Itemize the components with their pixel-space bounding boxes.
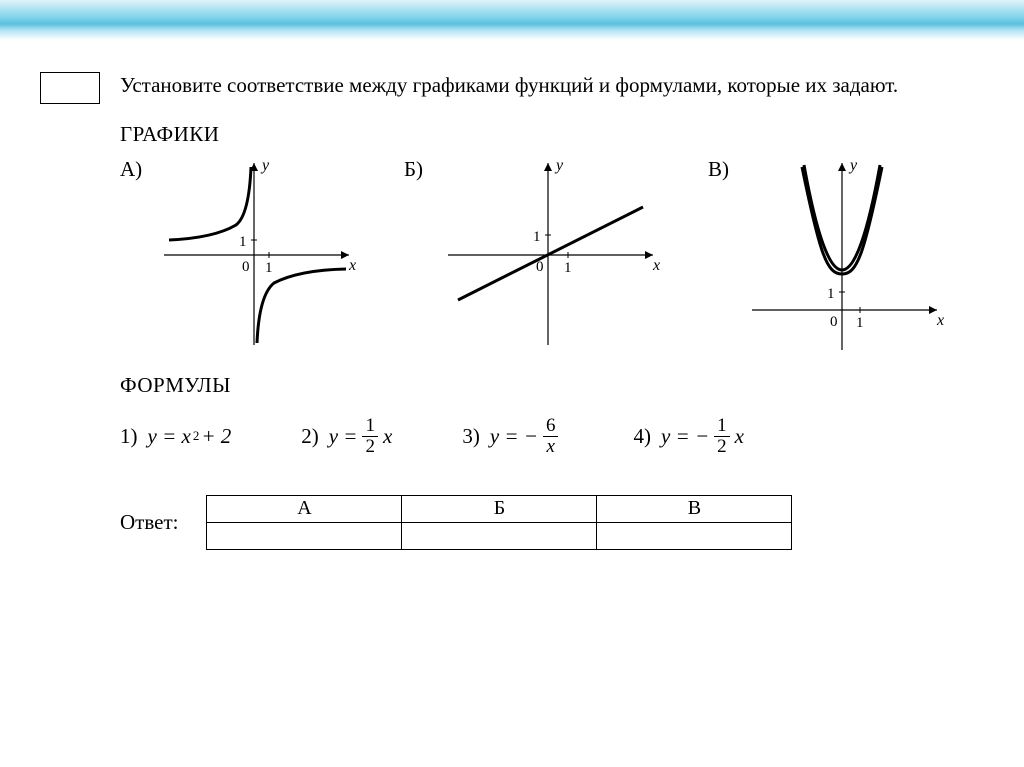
svg-text:1: 1	[564, 260, 572, 276]
formula-2-num: 2)	[301, 424, 319, 449]
table-row: А Б В	[207, 495, 792, 522]
graph-A-svg: x y 1 1 0	[154, 155, 364, 355]
svg-text:1: 1	[856, 315, 864, 331]
graph-B-label: Б)	[404, 155, 438, 182]
page-content: Установите соответствие между графиками …	[0, 40, 1024, 550]
ans-cell-B[interactable]	[402, 522, 597, 549]
ans-header-C: В	[597, 495, 792, 522]
answer-table: А Б В	[206, 495, 792, 550]
formula-1: 1) y = x2 + 2	[120, 424, 231, 449]
graphs-heading: ГРАФИКИ	[120, 122, 984, 147]
answer-label: Ответ:	[120, 510, 178, 535]
problem-number-box	[40, 72, 100, 104]
y-axis-label: y	[260, 157, 270, 174]
origin-label: 0	[242, 259, 250, 275]
graphs-row: А) x y 1 1 0 Б)	[120, 155, 984, 355]
svg-text:y: y	[848, 157, 858, 174]
graph-C: В) x y 1 1 0	[708, 155, 952, 355]
tick-x1: 1	[265, 260, 273, 276]
table-row	[207, 522, 792, 549]
formula-3: 3) y = − 6x	[462, 416, 563, 457]
ans-cell-A[interactable]	[207, 522, 402, 549]
tick-y1: 1	[239, 234, 247, 250]
formulas-heading: ФОРМУЛЫ	[120, 373, 984, 398]
svg-text:0: 0	[830, 314, 838, 330]
graph-B-svg: x y 1 1 0	[438, 155, 668, 355]
header-banner	[0, 0, 1024, 40]
graph-B: Б) x y 1 1 0	[404, 155, 668, 355]
graph-C-svg: x y 1 1 0	[742, 155, 952, 355]
formula-4-num: 4)	[633, 424, 651, 449]
formula-3-num: 3)	[462, 424, 480, 449]
svg-text:1: 1	[827, 286, 835, 302]
graph-C-label: В)	[708, 155, 742, 182]
graph-A: А) x y 1 1 0	[120, 155, 364, 355]
graph-A-label: А)	[120, 155, 154, 182]
formula-1-num: 1)	[120, 424, 138, 449]
formula-2: 2) y = 12 x	[301, 416, 392, 457]
ans-header-B: Б	[402, 495, 597, 522]
ans-cell-C[interactable]	[597, 522, 792, 549]
formulas-row: 1) y = x2 + 2 2) y = 12 x 3) y = − 6x 4)	[120, 416, 984, 457]
svg-text:1: 1	[533, 229, 541, 245]
x-axis-label: x	[348, 257, 356, 274]
problem-statement: Установите соответствие между графиками …	[120, 70, 898, 100]
ans-header-A: А	[207, 495, 402, 522]
svg-text:x: x	[652, 257, 660, 274]
formula-4: 4) y = − 12 x	[633, 416, 744, 457]
answer-row: Ответ: А Б В	[120, 495, 984, 550]
svg-text:y: y	[554, 157, 564, 174]
svg-text:x: x	[936, 312, 944, 329]
